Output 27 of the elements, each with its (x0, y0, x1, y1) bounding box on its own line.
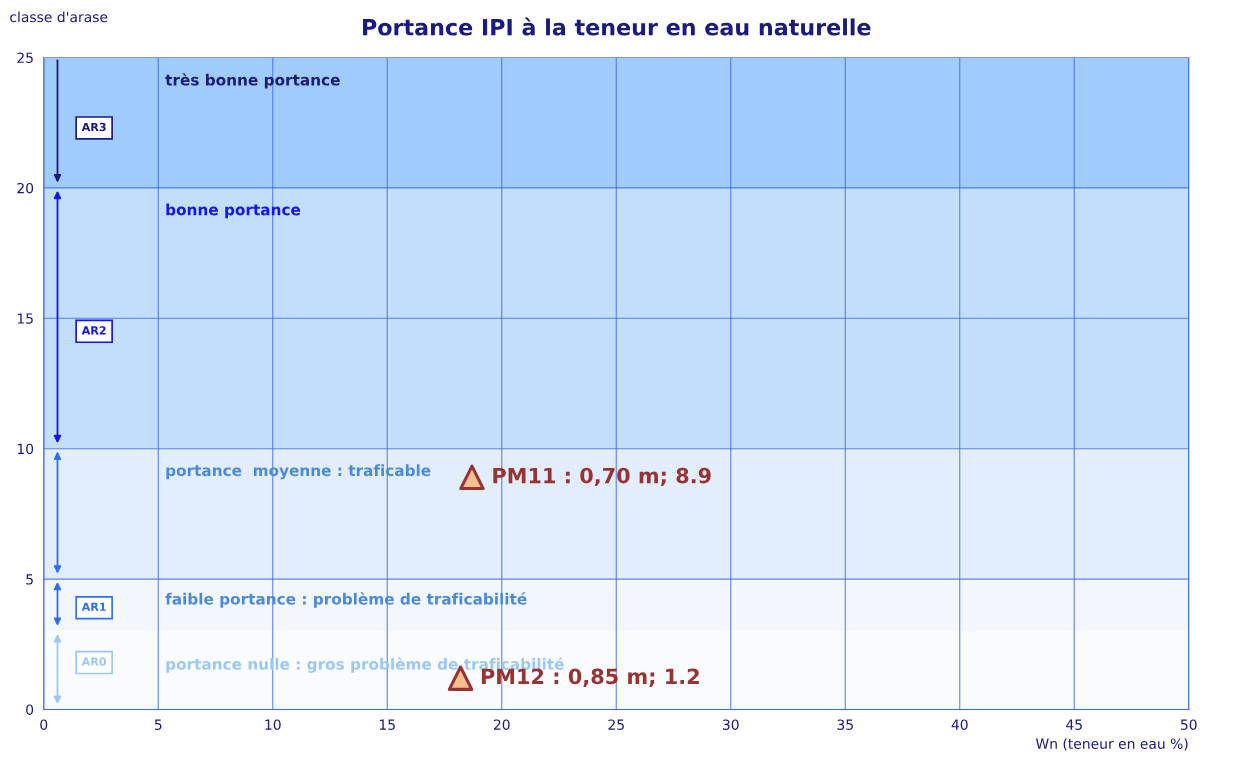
annotation: AR2 (81, 326, 106, 335)
annotation: PM11 : 0,70 m; 8.9 (493, 467, 711, 487)
x-tick-label: 15 (379, 719, 395, 730)
x-tick-label: 5 (154, 719, 162, 730)
y-tick-label: 10 (17, 443, 34, 455)
x-tick-label: 20 (493, 719, 510, 730)
x-axis-title: Wn (teneur en eau %) (1035, 738, 1188, 751)
y-tick-label: 20 (17, 182, 34, 194)
x-tick-label: 0 (40, 719, 48, 730)
y-axis-title: classe d'arase (10, 11, 108, 23)
x-tick-label: 35 (837, 719, 853, 730)
band-label: très bonne portance (165, 73, 340, 89)
annotation: AR0 (81, 657, 107, 666)
band-label: bonne portance (166, 203, 301, 219)
y-tick-label: 25 (17, 52, 33, 63)
chart-title: Portance IPI à la teneur en eau naturelle (363, 17, 871, 36)
x-tick-label: 45 (1066, 719, 1082, 730)
x-tick-label: 40 (951, 719, 968, 730)
y-tick-label: 0 (26, 704, 34, 715)
x-tick-label: 10 (265, 719, 281, 730)
annotation: AR3 (81, 122, 106, 132)
y-tick-label: 5 (26, 574, 33, 585)
x-tick-label: 25 (608, 719, 624, 730)
annotation: AR1 (81, 602, 106, 611)
x-tick-label: 50 (1180, 719, 1197, 730)
y-tick-label: 15 (17, 313, 33, 324)
x-tick-label: 30 (722, 719, 739, 730)
